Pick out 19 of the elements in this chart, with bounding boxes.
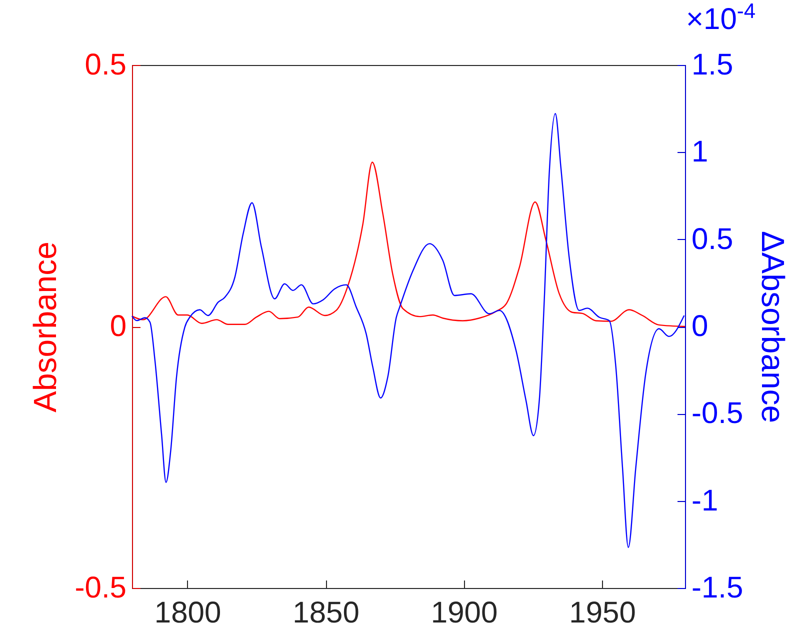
y2-tick-label: 1.5 — [692, 48, 734, 82]
y2-axis-title: ΔAbsorbance — [755, 230, 792, 424]
y-tick-label: 0 — [110, 310, 126, 343]
y2-tick-label: -1 — [692, 484, 718, 518]
y2-tick-label: 1 — [692, 136, 708, 169]
line-series — [131, 162, 686, 328]
y2-tick-label: -1.5 — [692, 572, 744, 604]
x-tick-label: 1900 — [430, 596, 498, 630]
line-series — [131, 113, 685, 548]
y-tick-label: -0.5 — [74, 572, 126, 604]
text: ×10$^{-4}$ — [686, 0, 756, 36]
y2-tick-label: 0.5 — [692, 222, 734, 256]
y2-tick-label: -0.5 — [692, 397, 744, 430]
y2-tick-label: 0 — [692, 310, 708, 343]
y-axis-title: Absorbance — [26, 242, 63, 412]
y-tick-label: 0.5 — [84, 48, 126, 82]
x-tick-label: 1800 — [154, 596, 222, 630]
x-tick-label: 1950 — [569, 596, 636, 630]
x-tick-label: 1850 — [292, 596, 360, 630]
